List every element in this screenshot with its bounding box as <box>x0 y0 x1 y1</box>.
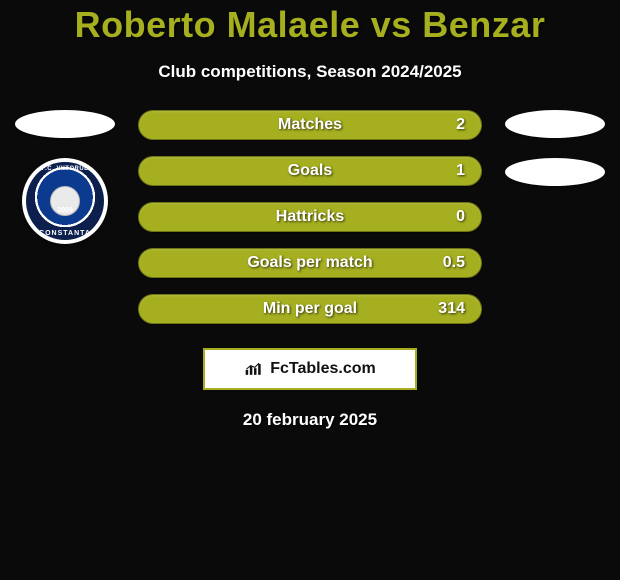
stat-label: Min per goal <box>263 300 357 318</box>
stats-column: Matches 2 Goals 1 Hattricks 0 Goals per … <box>138 110 482 324</box>
stat-value-right: 314 <box>438 300 465 318</box>
stat-row: Goals per match 0.5 <box>138 248 482 278</box>
main-row: F.C. VIITORUL 2009 CONSTANTA Matches 2 G… <box>0 110 620 324</box>
crest-top-text: F.C. VIITORUL <box>26 166 104 172</box>
right-player-placeholder <box>505 110 605 138</box>
stat-row: Matches 2 <box>138 110 482 140</box>
right-column <box>500 110 610 186</box>
brand-link[interactable]: FcTables.com <box>203 348 417 390</box>
stat-value-right: 0 <box>456 208 465 226</box>
page-title: Roberto Malaele vs Benzar <box>0 4 620 46</box>
stat-row: Min per goal 314 <box>138 294 482 324</box>
stat-label: Goals <box>288 162 332 180</box>
bar-chart-icon <box>244 361 264 377</box>
comparison-card: Roberto Malaele vs Benzar Club competiti… <box>0 0 620 580</box>
left-column: F.C. VIITORUL 2009 CONSTANTA <box>10 110 120 244</box>
stat-label: Goals per match <box>247 254 372 272</box>
crest-bottom-text: CONSTANTA <box>26 230 104 237</box>
left-club-crest: F.C. VIITORUL 2009 CONSTANTA <box>22 158 108 244</box>
stat-label: Matches <box>278 116 342 134</box>
stat-row: Goals 1 <box>138 156 482 186</box>
subtitle: Club competitions, Season 2024/2025 <box>0 62 620 82</box>
left-player-placeholder <box>15 110 115 138</box>
right-club-placeholder <box>505 158 605 186</box>
brand-text: FcTables.com <box>270 360 376 378</box>
stat-row: Hattricks 0 <box>138 202 482 232</box>
stat-value-right: 1 <box>456 162 465 180</box>
stat-value-right: 2 <box>456 116 465 134</box>
stat-value-right: 0.5 <box>443 254 465 272</box>
date-line: 20 february 2025 <box>0 410 620 430</box>
crest-year: 2009 <box>57 207 73 214</box>
crest-inner: F.C. VIITORUL 2009 CONSTANTA <box>26 162 104 240</box>
stat-label: Hattricks <box>276 208 344 226</box>
